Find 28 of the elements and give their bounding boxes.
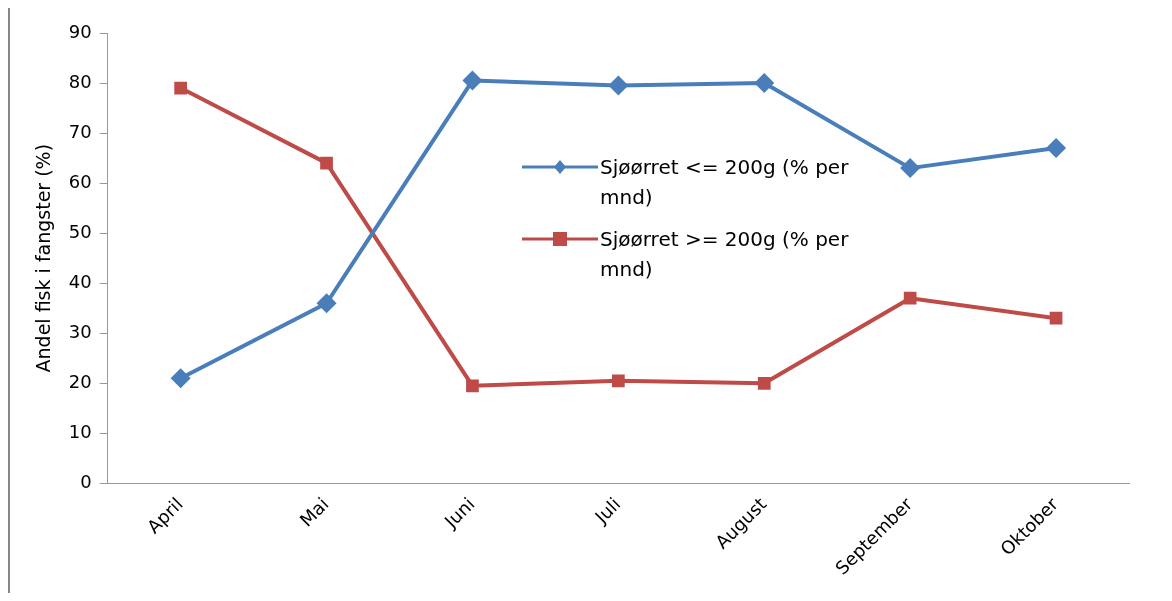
- point: [1049, 311, 1063, 325]
- point: [320, 156, 333, 170]
- y-tick-label: 40: [68, 270, 92, 292]
- x-tick-label: Mai: [295, 493, 333, 531]
- legend-label: Sjøørret >= 200g (% per mnd): [600, 226, 850, 283]
- point: [754, 73, 775, 94]
- y-tick-label: 80: [68, 70, 92, 92]
- y-tick-label: 50: [68, 220, 92, 242]
- y-tick-label: 60: [68, 170, 92, 192]
- point: [900, 158, 921, 179]
- y-axis-title: Andel fisk i fangster (%): [32, 143, 55, 373]
- point: [170, 368, 191, 389]
- point: [611, 374, 625, 388]
- y-tick-label: 10: [68, 421, 92, 443]
- y-tick-label: 0: [80, 471, 92, 493]
- y-tick-label: 70: [68, 120, 92, 142]
- point: [903, 291, 917, 305]
- y-tick-label: 20: [68, 370, 92, 392]
- point: [174, 81, 188, 95]
- point: [462, 70, 483, 91]
- y-tick-label: 30: [68, 320, 92, 342]
- point: [466, 379, 479, 393]
- point: [316, 293, 337, 314]
- point: [608, 75, 629, 96]
- point: [757, 376, 771, 390]
- point: [1046, 138, 1067, 159]
- y-tick-label: 90: [68, 20, 92, 42]
- legend-label: Sjøørret <= 200g (% per mnd): [600, 154, 850, 211]
